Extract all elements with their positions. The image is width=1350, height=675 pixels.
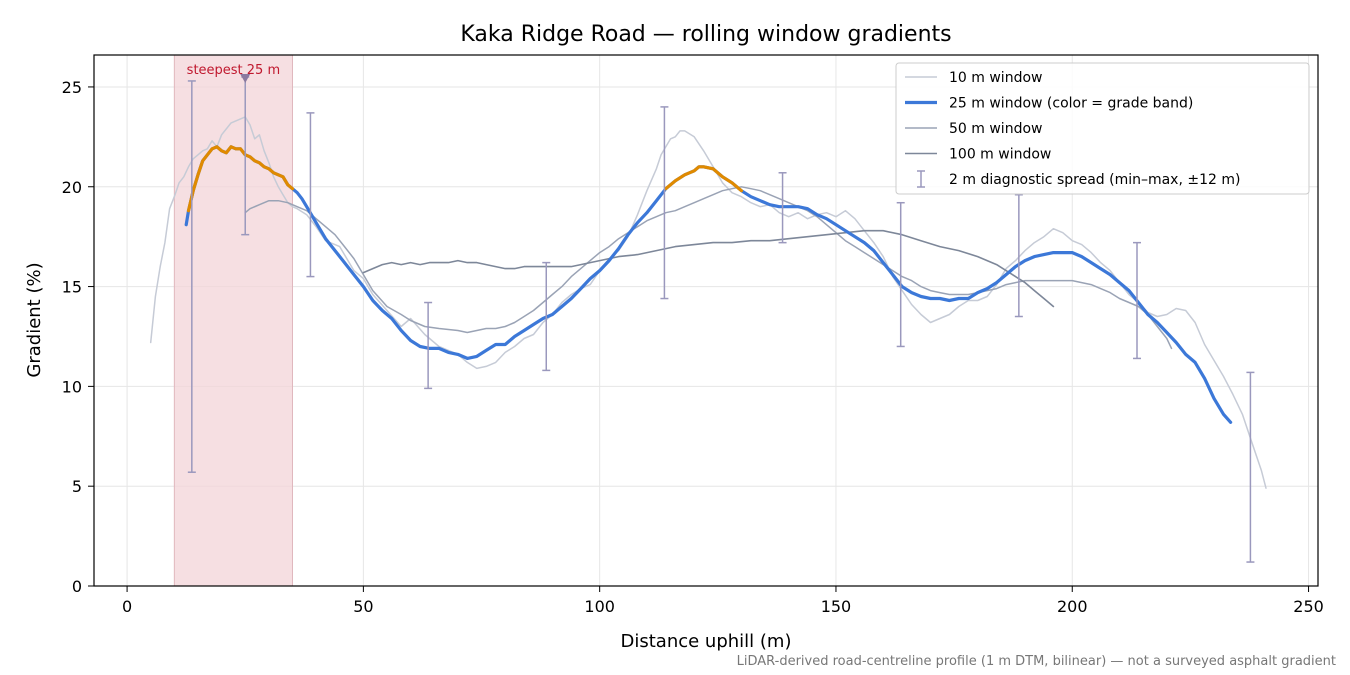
y-tick-label: 15 [62, 278, 82, 297]
legend-label: 25 m window (color = grade band) [949, 96, 1193, 112]
legend-label: 2 m diagnostic spread (min–max, ±12 m) [949, 172, 1240, 188]
legend-label: 50 m window [949, 121, 1042, 137]
series-line-w10 [149, 116, 1267, 489]
y-tick-label: 10 [62, 377, 82, 396]
series-line-w25-steep [664, 165, 744, 193]
x-axis-label: Distance uphill (m) [621, 631, 792, 652]
diagnostic-spread-bars [187, 73, 1255, 563]
x-tick-label: 100 [584, 597, 615, 616]
series-line-w25-steep [186, 145, 295, 213]
chart-title: Kaka Ridge Road — rolling window gradien… [460, 22, 951, 47]
x-tick-label: 200 [1057, 597, 1088, 616]
steepest-band [173, 54, 293, 587]
y-tick-label: 20 [62, 178, 82, 197]
x-tick-label: 250 [1293, 597, 1324, 616]
steepest-region: steepest 25 m [173, 54, 293, 587]
legend: 10 m window 25 m window (color = grade ba… [895, 62, 1310, 195]
x-tick-label: 50 [353, 597, 373, 616]
steepest-label: steepest 25 m [187, 63, 280, 78]
legend-box [895, 62, 1310, 195]
legend-label: 100 m window [949, 147, 1051, 163]
steepest-marker [240, 73, 251, 83]
footnote: LiDAR-derived road-centreline profile (1… [737, 654, 1336, 669]
series-line-w50 [244, 186, 1173, 350]
y-tick-label: 25 [62, 78, 82, 97]
legend-label: 10 m window [949, 70, 1042, 86]
series-lines [149, 116, 1267, 489]
axis-ticks: 0 50 100 150 200 250 0 5 10 15 20 25 [62, 78, 1324, 616]
y-tick-label: 0 [72, 577, 82, 596]
y-tick-label: 5 [72, 477, 82, 496]
plot-frame [93, 54, 1319, 587]
x-tick-label: 150 [821, 597, 852, 616]
x-tick-label: 0 [122, 597, 132, 616]
y-axis-label: Gradient (%) [24, 262, 45, 377]
